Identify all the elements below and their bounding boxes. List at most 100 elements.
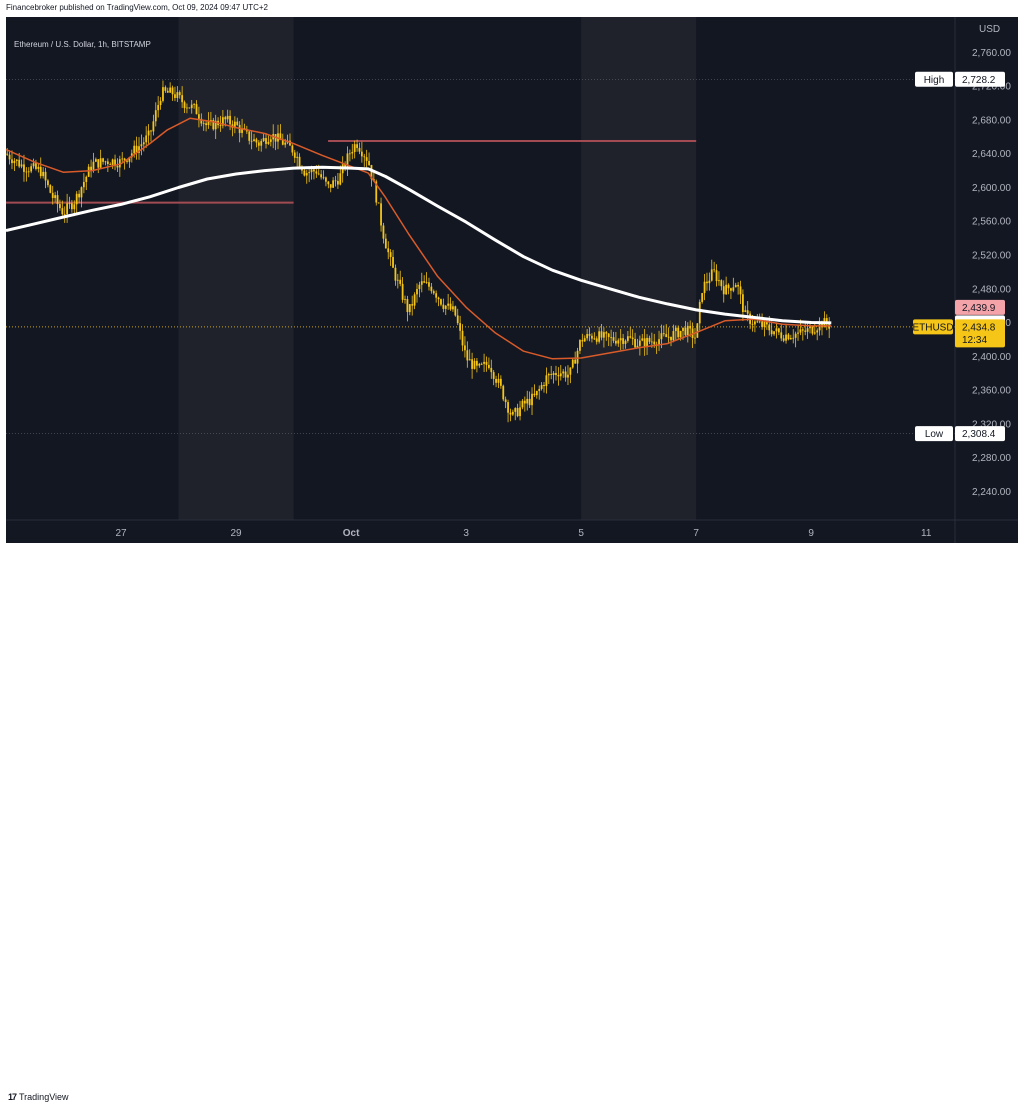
candle bbox=[725, 284, 728, 295]
candle bbox=[471, 359, 474, 369]
candle bbox=[332, 180, 335, 188]
candle bbox=[73, 204, 76, 210]
candle bbox=[399, 279, 402, 284]
candle bbox=[404, 299, 406, 300]
candle bbox=[380, 203, 382, 226]
candle bbox=[703, 281, 706, 294]
high-tag-label-box bbox=[915, 71, 953, 87]
candle bbox=[104, 161, 107, 163]
candle bbox=[550, 374, 553, 375]
current-price-tag-value: 2,434.8 bbox=[962, 322, 996, 333]
candle bbox=[538, 388, 541, 391]
candle bbox=[567, 374, 569, 378]
candle bbox=[734, 284, 737, 288]
candle bbox=[389, 252, 392, 258]
candle bbox=[670, 336, 672, 341]
candle bbox=[291, 145, 294, 153]
candle bbox=[744, 310, 747, 312]
candle bbox=[255, 139, 258, 143]
candle bbox=[250, 140, 253, 142]
chart-frame[interactable]: USD 2,760.00 2,720.00 2,680.00 2,640.00 2,600… bbox=[6, 17, 1018, 543]
candle bbox=[145, 135, 148, 143]
candle bbox=[42, 171, 45, 177]
candle bbox=[464, 345, 466, 351]
candle bbox=[425, 282, 428, 283]
candle bbox=[27, 171, 30, 173]
x-tick-label: 11 bbox=[921, 528, 932, 539]
candle bbox=[583, 338, 586, 342]
high-tag-box bbox=[955, 71, 1005, 87]
candle bbox=[68, 203, 71, 205]
candle bbox=[406, 299, 409, 313]
candle bbox=[82, 182, 85, 188]
candle bbox=[303, 170, 306, 176]
candle bbox=[677, 327, 680, 338]
candle bbox=[509, 412, 512, 415]
candle bbox=[662, 333, 665, 335]
candle bbox=[214, 120, 217, 130]
candle bbox=[320, 174, 323, 178]
candle bbox=[516, 408, 519, 417]
candle bbox=[701, 293, 704, 302]
candle bbox=[715, 270, 718, 282]
candle bbox=[123, 158, 126, 161]
candle bbox=[785, 334, 787, 341]
candle bbox=[63, 214, 66, 215]
y-tick-label: 2,560.00 bbox=[972, 217, 1011, 228]
candle bbox=[643, 338, 646, 347]
candle bbox=[660, 333, 663, 340]
candle bbox=[353, 144, 356, 152]
candle bbox=[753, 321, 756, 325]
candle bbox=[792, 337, 795, 339]
candle bbox=[555, 373, 557, 376]
candle bbox=[147, 130, 150, 136]
y-tick-label: 2,600.00 bbox=[972, 183, 1011, 194]
y-tick-label: 2,400.00 bbox=[972, 352, 1011, 363]
candle bbox=[159, 100, 162, 106]
candle bbox=[499, 378, 502, 386]
candle bbox=[782, 338, 785, 341]
candle bbox=[248, 131, 251, 141]
candle bbox=[325, 177, 327, 182]
candle bbox=[394, 267, 397, 281]
candle bbox=[262, 138, 265, 142]
candle bbox=[370, 165, 373, 180]
candle bbox=[490, 367, 493, 373]
candle bbox=[408, 304, 411, 313]
tradingview-logo[interactable]: 17 TradingView bbox=[8, 1092, 69, 1102]
price-chart[interactable]: USD 2,760.00 2,720.00 2,680.00 2,640.00 2,600… bbox=[6, 17, 1018, 543]
candle bbox=[375, 181, 378, 203]
candle bbox=[423, 281, 426, 283]
y-tick-label: 2,360.00 bbox=[972, 386, 1011, 397]
candle bbox=[142, 142, 145, 145]
low-tag-label: Low bbox=[925, 429, 944, 440]
candle bbox=[598, 331, 601, 342]
candle bbox=[435, 293, 438, 298]
candle bbox=[363, 156, 366, 158]
candle bbox=[56, 195, 59, 205]
candle bbox=[344, 164, 346, 168]
candle bbox=[492, 372, 495, 379]
candle bbox=[514, 408, 517, 412]
candle bbox=[106, 161, 109, 164]
candle bbox=[686, 325, 689, 336]
candle bbox=[727, 284, 730, 289]
candle bbox=[102, 158, 104, 162]
candle bbox=[219, 125, 222, 126]
candle bbox=[622, 338, 624, 344]
candle bbox=[293, 152, 296, 158]
tradingview-logo-text: TradingView bbox=[19, 1092, 69, 1102]
symbol-tag-box bbox=[913, 319, 953, 335]
candle bbox=[13, 160, 16, 164]
candle bbox=[418, 284, 421, 290]
candle bbox=[780, 332, 783, 339]
candle bbox=[226, 115, 229, 120]
candle bbox=[526, 398, 529, 404]
candle bbox=[737, 284, 740, 287]
candle bbox=[97, 159, 100, 168]
candle bbox=[416, 289, 418, 295]
candle bbox=[193, 104, 196, 105]
candle bbox=[32, 163, 35, 167]
candle bbox=[615, 340, 617, 344]
candle bbox=[523, 400, 526, 404]
